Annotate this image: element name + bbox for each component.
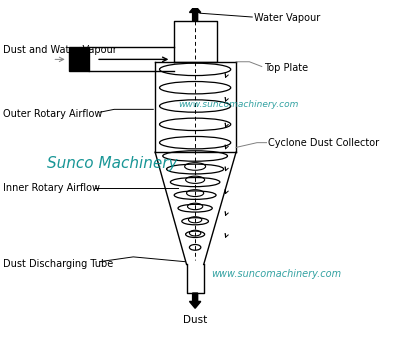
Text: Cyclone Dust Collector: Cyclone Dust Collector	[268, 138, 380, 148]
Text: Dust Discharging Tube: Dust Discharging Tube	[3, 259, 113, 269]
Polygon shape	[190, 293, 201, 308]
Polygon shape	[70, 47, 88, 71]
Text: Inner Rotary Airflow: Inner Rotary Airflow	[3, 183, 100, 193]
Text: Top Plate: Top Plate	[264, 64, 308, 73]
Text: Sunco Machinery: Sunco Machinery	[47, 156, 178, 171]
Text: Dust: Dust	[183, 315, 207, 325]
Text: www.suncomachinery.com: www.suncomachinery.com	[178, 100, 298, 109]
Text: www.suncomachinery.com: www.suncomachinery.com	[211, 269, 341, 279]
Text: Dust and Water Vapour: Dust and Water Vapour	[3, 45, 117, 55]
Polygon shape	[190, 6, 201, 21]
Text: Water Vapour: Water Vapour	[254, 13, 320, 23]
Text: Outer Rotary Airflow: Outer Rotary Airflow	[3, 109, 102, 119]
